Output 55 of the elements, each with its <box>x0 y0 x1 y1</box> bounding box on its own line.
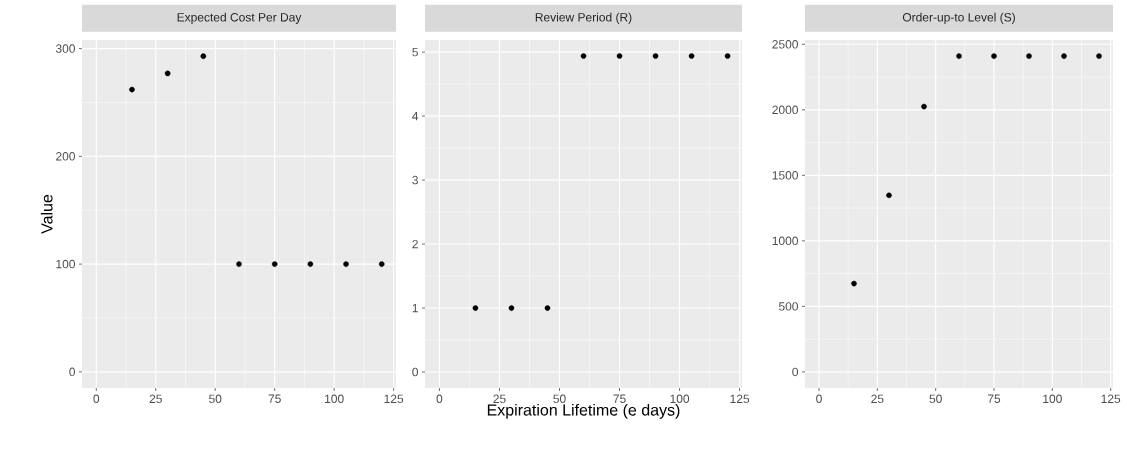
point <box>271 261 278 267</box>
point <box>129 86 135 93</box>
point <box>1061 53 1067 59</box>
point <box>200 53 207 59</box>
x-tick-label: 125 <box>1101 394 1121 404</box>
point <box>886 192 892 199</box>
point <box>956 53 962 59</box>
chart-title: Expected Cost Per Day <box>177 12 302 24</box>
x-tick-label: 25 <box>871 394 884 404</box>
x-tick-label: 50 <box>553 394 566 404</box>
y-tick-label: 0 <box>412 367 419 377</box>
y-tick-label: 200 <box>56 152 75 161</box>
point <box>343 261 349 267</box>
point <box>1026 53 1032 59</box>
y-tick-label: 1000 <box>772 236 799 246</box>
y-tick-label: 2000 <box>772 105 799 115</box>
y-tick-label: 100 <box>56 259 75 269</box>
x-tick-label: 0 <box>816 394 822 404</box>
y-tick-label: 300 <box>55 44 75 53</box>
x-tick-label: 125 <box>384 394 404 404</box>
x-tick-label: 0 <box>436 394 443 404</box>
x-tick-label: 0 <box>93 394 100 404</box>
x-tick-label: 25 <box>149 394 162 404</box>
y-tick-label: 1500 <box>772 171 799 180</box>
point <box>378 261 385 267</box>
x-tick-label: 50 <box>929 394 942 404</box>
y-tick-label: 4 <box>412 112 419 121</box>
chart-title: Order-up-to Level (S) <box>902 12 1015 24</box>
point <box>307 261 314 267</box>
y-tick-label: 3 <box>412 175 418 185</box>
chart-title: Review Period (R) <box>535 12 632 24</box>
x-tick-label: 75 <box>987 394 1001 403</box>
y-tick-label: 1 <box>412 303 418 313</box>
y-tick-label: 0 <box>792 367 799 377</box>
point <box>851 280 857 287</box>
point <box>991 53 997 59</box>
x-axis-title: Expiration Lifetime (e days) <box>487 403 680 419</box>
point <box>164 70 171 77</box>
y-tick-label: 2500 <box>772 40 799 49</box>
y-tick-label: 5 <box>412 47 418 57</box>
x-tick-label: 25 <box>493 394 506 404</box>
x-tick-label: 75 <box>613 394 626 403</box>
x-tick-label: 100 <box>670 394 690 404</box>
x-tick-label: 125 <box>730 394 750 404</box>
point <box>921 103 927 110</box>
x-tick-label: 75 <box>268 394 281 403</box>
x-tick-label: 100 <box>325 394 344 404</box>
x-tick-label: 50 <box>209 394 222 404</box>
x-tick-label: 100 <box>1043 394 1062 404</box>
point <box>1096 53 1102 59</box>
y-tick-label: 500 <box>778 302 799 311</box>
y-tick-label: 2 <box>412 239 418 249</box>
y-axis-title: Value <box>40 194 53 234</box>
y-tick-label: 0 <box>69 367 76 377</box>
point <box>236 261 242 267</box>
